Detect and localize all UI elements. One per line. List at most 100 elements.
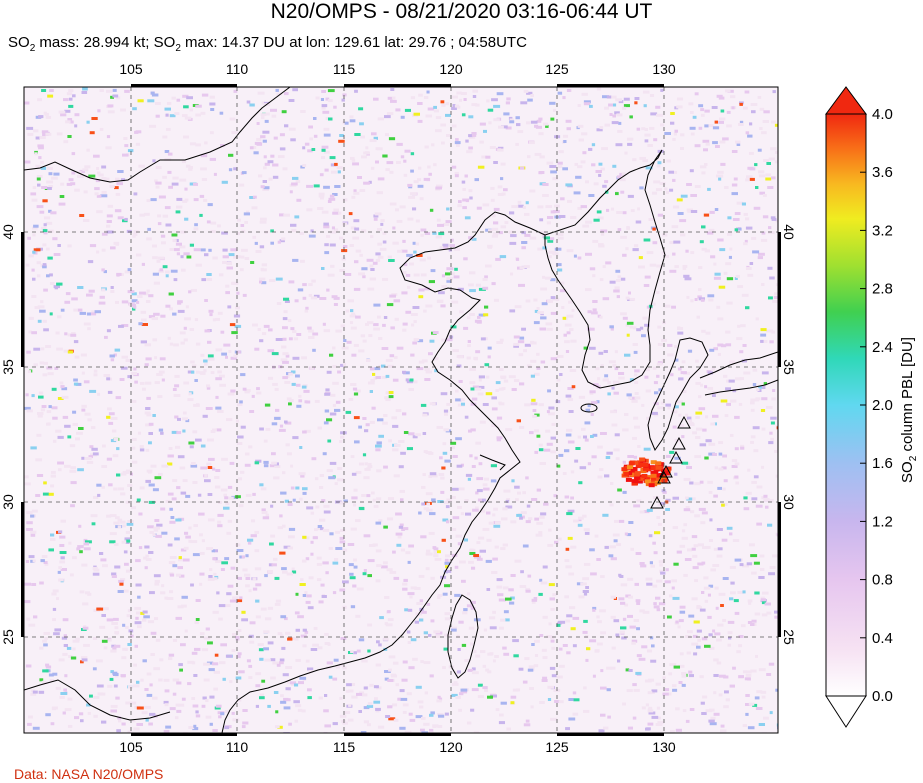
so2-pixel (598, 173, 602, 177)
so2-pixel (180, 548, 187, 552)
so2-pixel (83, 643, 90, 647)
so2-pixel (101, 485, 105, 489)
so2-pixel (51, 406, 58, 410)
so2-pixel (310, 229, 314, 233)
so2-pixel (355, 249, 362, 253)
so2-pixel (87, 592, 92, 596)
so2-pixel (126, 522, 134, 526)
so2-pixel (147, 227, 151, 231)
so2-pixel (435, 235, 442, 239)
so2-pixel (434, 369, 438, 373)
so2-pixel (516, 688, 521, 692)
so2-pixel (614, 111, 620, 115)
so2-pixel (228, 253, 235, 257)
so2-pixel (388, 395, 394, 399)
so2-pixel (479, 549, 486, 553)
so2-pixel (148, 722, 153, 726)
so2-pixel (738, 675, 744, 679)
so2-pixel (254, 141, 262, 145)
so2-pixel (93, 714, 98, 718)
so2-pixel (615, 457, 620, 461)
so2-pixel (418, 166, 422, 170)
so2-pixel (412, 341, 417, 345)
so2-pixel (445, 565, 449, 569)
so2-pixel (402, 328, 407, 332)
so2-pixel (274, 387, 279, 391)
so2-pixel (26, 350, 31, 354)
so2-pixel (103, 646, 108, 650)
so2-pixel (356, 649, 361, 653)
so2-pixel (613, 619, 620, 623)
so2-pixel (323, 222, 329, 226)
so2-pixel (769, 276, 775, 280)
so2-pixel (72, 639, 80, 643)
so2-pixel (327, 200, 332, 203)
so2-pixel (717, 547, 723, 551)
so2-pixel (505, 499, 510, 503)
so2-pixel (505, 505, 513, 509)
so2-pixel (523, 89, 529, 93)
so2-pixel (498, 231, 503, 235)
so2-pixel (583, 619, 588, 623)
map-frame (21, 84, 781, 736)
so2-pixel (153, 281, 160, 285)
so2-pixel (462, 198, 470, 202)
so2-pixel (488, 229, 493, 233)
so2-pixel (420, 403, 427, 407)
so2-pixel (497, 185, 503, 189)
so2-pixel (399, 205, 406, 209)
so2-pixel (405, 378, 409, 382)
so2-pixel (406, 630, 411, 634)
so2-pixel (348, 563, 354, 567)
so2-pixel (261, 101, 266, 105)
so2-pixel (690, 132, 695, 136)
so2-pixel (731, 183, 738, 187)
so2-pixel (743, 212, 748, 216)
so2-pixel (740, 624, 746, 628)
so2-pixel (358, 107, 364, 111)
so2-pixel (451, 95, 458, 99)
so2-pixel (221, 457, 228, 461)
so2-pixel (327, 89, 335, 93)
so2-pixel (656, 291, 660, 294)
so2-pixel (247, 538, 254, 542)
so2-pixel (188, 539, 192, 543)
so2-pixel (241, 248, 248, 252)
so2-pixel (38, 115, 44, 119)
so2-pixel (562, 644, 568, 647)
so2-pixel (301, 356, 307, 360)
so2-pixel (706, 231, 714, 235)
so2-pixel (547, 299, 553, 303)
so2-pixel (653, 381, 658, 385)
so2-pixel (227, 519, 233, 523)
so2-pixel (140, 678, 144, 682)
so2-pixel (365, 423, 370, 427)
so2-pixel (294, 683, 299, 687)
volcano-icon (677, 415, 691, 429)
so2-pixel (701, 591, 705, 594)
so2-pixel (61, 387, 68, 391)
so2-pixel (332, 211, 340, 215)
so2-pixel (109, 540, 116, 544)
so2-pixel (120, 108, 126, 112)
so2-pixel (42, 263, 47, 267)
so2-pixel (744, 677, 751, 681)
so2-pixel (649, 302, 656, 306)
so2-pixel (702, 428, 707, 432)
so2-pixel (591, 311, 598, 315)
so2-pixel (491, 234, 498, 238)
so2-pixel (205, 715, 212, 719)
so2-pixel (420, 273, 427, 277)
so2-pixel (290, 327, 295, 331)
so2-pixel (538, 443, 543, 447)
so2-pixel (148, 483, 155, 487)
so2-pixel (520, 511, 527, 515)
so2-pixel (222, 261, 228, 264)
so2-pixel (44, 562, 49, 566)
so2-pixel (340, 529, 346, 532)
so2-pixel (421, 359, 428, 363)
so2-pixel (36, 274, 41, 278)
so2-pixel (495, 381, 501, 385)
so2-pixel (71, 171, 76, 175)
so2-pixel (237, 576, 242, 580)
